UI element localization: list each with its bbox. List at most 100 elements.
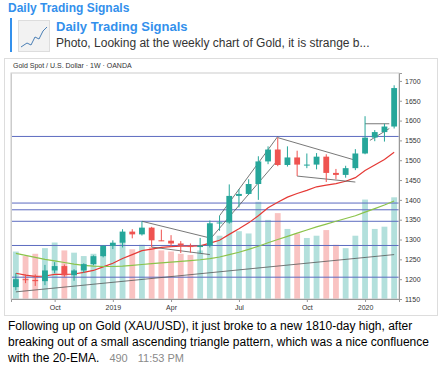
candle-body: [207, 223, 213, 245]
y2-axis-line: [11, 74, 12, 300]
candle-body: [91, 256, 97, 264]
y-tick-label: 1500: [405, 157, 421, 164]
y-tick: 1300: [399, 236, 421, 243]
candle-body: [188, 245, 194, 247]
x-tick-label: 2020: [358, 304, 374, 311]
level-line: [11, 136, 399, 137]
candle-body: [120, 232, 126, 243]
volume-bar: [333, 245, 339, 299]
volume-bar: [42, 248, 48, 299]
volume-bar: [246, 233, 252, 299]
thumbnail-graphic: [19, 21, 49, 51]
y-tick-mark: [399, 121, 402, 122]
volume-bar: [91, 254, 97, 299]
candle-body: [391, 88, 397, 126]
volume-bar: [323, 230, 329, 299]
y-tick-label: 1150: [405, 296, 420, 303]
candle-body: [139, 228, 145, 235]
y-tick-label: 1350: [405, 216, 421, 223]
reply-text: Photo, Looking at the weekly chart of Go…: [56, 36, 370, 50]
y2-axis: [11, 74, 12, 300]
y-tick-label: 1300: [405, 236, 421, 243]
x-tick: 2019: [106, 299, 122, 311]
candles: [13, 85, 397, 290]
y-tick: 1550: [399, 137, 421, 144]
candle-body: [23, 279, 29, 280]
candle-body: [285, 157, 291, 165]
candle-wick: [384, 124, 385, 142]
x-tick-label: Apr: [166, 304, 178, 312]
moving-average: [16, 201, 394, 266]
y-tick-mark: [399, 220, 402, 221]
candle-body: [42, 270, 48, 281]
y-tick-label: 1600: [405, 117, 421, 124]
candle-body: [275, 150, 281, 165]
thumbnail-line: [21, 27, 47, 47]
volume-bar: [139, 245, 145, 299]
chart-title: Gold Spot / U.S. Dollar · 1W · OANDA: [13, 62, 132, 70]
volume-bars: [13, 197, 397, 299]
level-line: [11, 209, 399, 210]
candle-body: [372, 132, 378, 138]
candle-body: [304, 165, 310, 166]
volume-bar: [275, 213, 281, 299]
volume-bar: [71, 253, 77, 299]
y-tick-mark: [399, 101, 402, 102]
volume-bar: [372, 229, 378, 299]
volume-bar: [168, 252, 174, 299]
view-count: 490: [109, 352, 127, 364]
caption-text: Following up on Gold (XAU/USD), it just …: [8, 319, 429, 365]
x-axis-line: [12, 300, 400, 303]
candle-wick: [180, 241, 181, 253]
y-tick: 1600: [399, 117, 421, 124]
x-axis: Oct2019AprJulOct2020: [12, 299, 400, 312]
x-tick: Apr: [166, 299, 178, 312]
x-tick-label: 2019: [106, 304, 122, 311]
y-axis: 1150120012501300135014001450150015501600…: [399, 74, 421, 303]
volume-bar: [285, 229, 291, 299]
volume-bar: [236, 231, 242, 299]
level-line: [11, 203, 399, 204]
reply-thumbnail: [18, 20, 50, 52]
candle-body: [352, 153, 358, 168]
plot-frame: [11, 73, 399, 299]
trendlines: [16, 124, 394, 292]
y-tick-mark: [399, 81, 402, 82]
volume-bar: [362, 200, 368, 299]
volume-bar: [265, 220, 271, 299]
y-tick-label: 1250: [405, 256, 421, 263]
y-tick: 1250: [399, 256, 421, 263]
y-tick-mark: [399, 140, 402, 141]
x-tick-mark: [171, 299, 172, 302]
candle-wick: [161, 230, 162, 241]
y-tick: 1650: [399, 97, 421, 104]
volume-bar: [343, 248, 349, 299]
level-line: [11, 245, 399, 246]
candle-body: [343, 168, 349, 175]
x-tick-label: Oct: [302, 304, 313, 311]
chart-photo[interactable]: Gold Spot / U.S. Dollar · 1W · OANDA 1150…: [4, 58, 438, 316]
trendline: [365, 123, 389, 124]
x-tick: 2020: [358, 299, 374, 311]
candle-body: [158, 240, 164, 241]
message-time: 11:53 PM: [138, 352, 184, 364]
candle-wick: [190, 243, 191, 252]
x-tick-mark: [55, 299, 56, 302]
moving-average: [16, 152, 394, 276]
volume-bar: [294, 233, 300, 299]
y-tick: 1500: [399, 157, 421, 164]
x-tick-label: Jul: [235, 304, 244, 311]
y-axis-line: [400, 74, 403, 300]
reply-quote[interactable]: Daily Trading Signals Photo, Looking at …: [10, 18, 430, 52]
channel-header[interactable]: Daily Trading Signals: [8, 1, 129, 15]
candle-body: [333, 173, 339, 175]
y-tick-mark: [399, 180, 402, 181]
candle-body: [61, 266, 67, 275]
candle-body: [13, 279, 19, 287]
y-tick-mark: [399, 160, 402, 161]
y-tick-mark: [399, 279, 402, 280]
y-tick-label: 1450: [405, 177, 421, 184]
candle-wick: [25, 274, 26, 283]
y-tick: 1200: [399, 276, 421, 283]
candle-body: [168, 241, 174, 244]
